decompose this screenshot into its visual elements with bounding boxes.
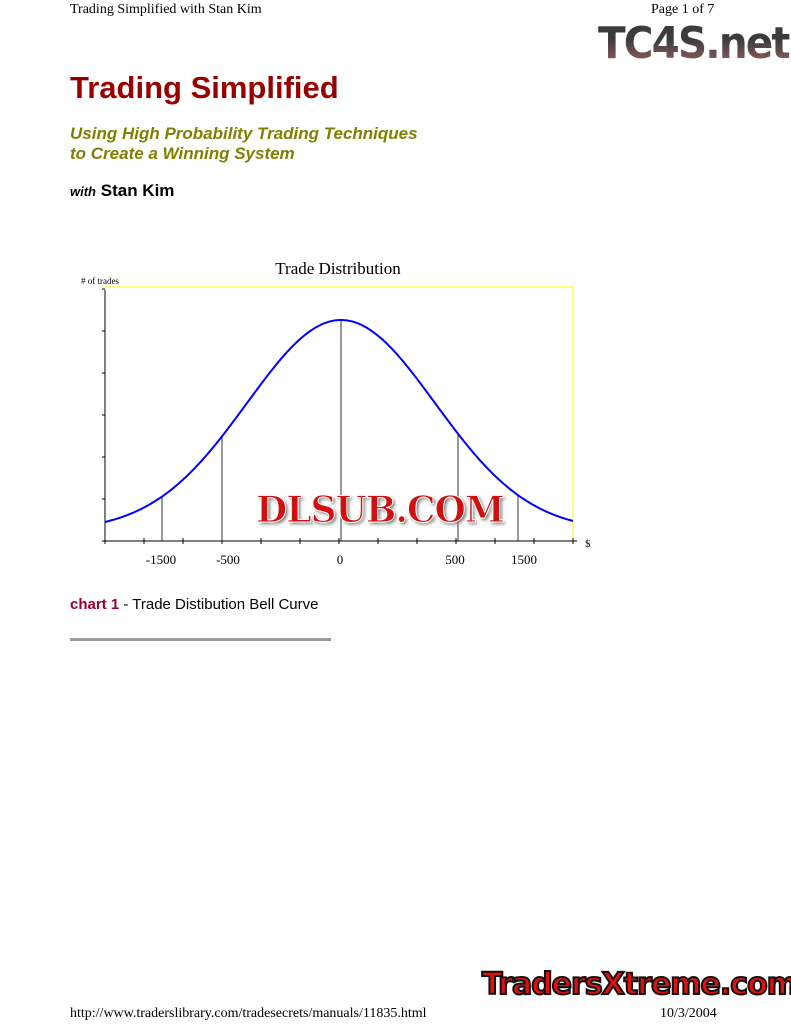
byline: with Stan Kim: [70, 181, 174, 202]
subtitle-line-1: Using High Probability Trading Technique…: [70, 124, 418, 143]
chart-caption: chart 1 - Trade Distibution Bell Curve: [70, 596, 318, 614]
divider: [70, 638, 331, 641]
author-name: Stan Kim: [100, 181, 175, 200]
subtitle: Using High Probability Trading Technique…: [70, 124, 418, 164]
x-tick-label: 500: [445, 552, 465, 567]
trade-distribution-chart: Trade Distribution # of trades -1500 -500…: [81, 259, 591, 567]
bell-curve-line: [104, 319, 574, 523]
x-tick-label: 1500: [511, 552, 537, 567]
footer-url: http://www.traderslibrary.com/tradesecre…: [70, 1006, 427, 1021]
dlsub-watermark: DLSUB.COM: [256, 489, 506, 531]
tradersxtreme-watermark: TradersXtreme.com: [481, 967, 791, 1003]
footer-date: 10/3/2004: [660, 1006, 717, 1021]
page-title: Trading Simplified: [70, 70, 339, 105]
header-title: Trading Simplified with Stan Kim: [70, 2, 262, 17]
caption-label: chart 1: [70, 596, 120, 613]
chart-title: Trade Distribution: [275, 259, 401, 278]
x-tick-label: 0: [337, 552, 344, 567]
byline-with: with: [70, 184, 96, 199]
tc4s-watermark: TC4S.net: [598, 18, 791, 69]
page-number: Page 1 of 7: [651, 2, 715, 17]
y-axis-label: # of trades: [81, 276, 119, 286]
caption-text: - Trade Distibution Bell Curve: [123, 596, 319, 613]
x-axis-label: $: [585, 538, 591, 550]
subtitle-line-2: to Create a Winning System: [70, 144, 295, 163]
x-tick-label: -500: [216, 552, 240, 567]
x-tick-label: -1500: [146, 552, 176, 567]
